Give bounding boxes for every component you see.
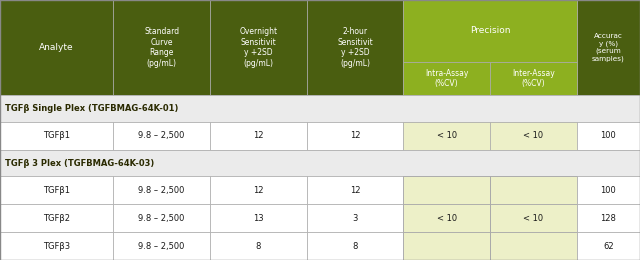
Bar	[0, 122, 113, 150]
Bar	[210, 204, 307, 232]
Bar	[403, 62, 490, 95]
Bar	[113, 232, 210, 260]
Text: TGFβ1: TGFβ1	[43, 186, 70, 195]
Text: 3: 3	[352, 214, 358, 223]
Text: Analyte: Analyte	[39, 43, 74, 52]
Text: < 10: < 10	[524, 214, 543, 223]
Bar	[0, 150, 640, 177]
Text: TGFβ1: TGFβ1	[43, 131, 70, 140]
Text: Overnight
Sensitivit
y +2SD
(pg/mL): Overnight Sensitivit y +2SD (pg/mL)	[239, 27, 277, 68]
Text: 9.8 – 2,500: 9.8 – 2,500	[138, 214, 185, 223]
Text: 100: 100	[600, 131, 616, 140]
Text: 12: 12	[349, 131, 360, 140]
Bar	[490, 232, 577, 260]
Bar	[577, 232, 640, 260]
Bar	[0, 204, 113, 232]
Bar	[0, 177, 113, 204]
Bar	[113, 122, 210, 150]
Bar	[0, 232, 113, 260]
Text: 13: 13	[253, 214, 264, 223]
Text: 9.8 – 2,500: 9.8 – 2,500	[138, 131, 185, 140]
Text: Intra-Assay
(%CV): Intra-Assay (%CV)	[425, 69, 468, 88]
Bar	[577, 204, 640, 232]
Text: 62: 62	[603, 242, 614, 251]
Text: 12: 12	[253, 131, 264, 140]
Bar	[403, 177, 490, 260]
Bar	[490, 62, 577, 95]
Text: 8: 8	[255, 242, 261, 251]
Text: < 10: < 10	[436, 131, 457, 140]
Bar	[113, 177, 210, 204]
Bar	[307, 232, 403, 260]
Text: 9.8 – 2,500: 9.8 – 2,500	[138, 186, 185, 195]
Text: < 10: < 10	[436, 214, 457, 223]
Text: 12: 12	[349, 186, 360, 195]
Bar	[210, 177, 307, 204]
Text: TGFβ3: TGFβ3	[43, 242, 70, 251]
Bar	[403, 177, 490, 204]
Bar	[490, 177, 577, 260]
Text: < 10: < 10	[524, 131, 543, 140]
Text: 9.8 – 2,500: 9.8 – 2,500	[138, 242, 185, 251]
Bar	[307, 0, 403, 95]
Text: TGFβ Single Plex (TGFBMAG-64K-01): TGFβ Single Plex (TGFBMAG-64K-01)	[5, 104, 179, 113]
Bar	[490, 204, 577, 232]
Text: 12: 12	[253, 186, 264, 195]
Text: TGFβ 3 Plex (TGFBMAG-64K-03): TGFβ 3 Plex (TGFBMAG-64K-03)	[5, 159, 154, 167]
Bar	[403, 122, 490, 150]
Bar	[403, 204, 490, 232]
Text: Inter-Assay
(%CV): Inter-Assay (%CV)	[512, 69, 555, 88]
Text: 8: 8	[352, 242, 358, 251]
Bar	[210, 232, 307, 260]
Bar	[577, 177, 640, 204]
Bar	[0, 95, 640, 122]
Bar	[490, 122, 577, 150]
Bar	[113, 0, 210, 95]
Bar	[490, 177, 577, 204]
Bar	[577, 122, 640, 150]
Bar	[307, 177, 403, 204]
Text: Accurac
y (%)
(serum
samples): Accurac y (%) (serum samples)	[592, 33, 625, 62]
Bar	[210, 0, 307, 95]
Text: TGFβ2: TGFβ2	[43, 214, 70, 223]
Text: 2-hour
Sensitivit
y +2SD
(pg/mL): 2-hour Sensitivit y +2SD (pg/mL)	[337, 27, 373, 68]
Bar	[403, 232, 490, 260]
Bar	[577, 0, 640, 95]
Bar	[307, 204, 403, 232]
Bar	[210, 122, 307, 150]
Bar	[403, 0, 577, 62]
Text: Standard
Curve
Range
(pg/mL): Standard Curve Range (pg/mL)	[144, 27, 179, 68]
Bar	[0, 0, 113, 95]
Bar	[113, 204, 210, 232]
Text: 100: 100	[600, 186, 616, 195]
Text: Precision: Precision	[470, 27, 510, 35]
Bar	[307, 122, 403, 150]
Text: 128: 128	[600, 214, 616, 223]
